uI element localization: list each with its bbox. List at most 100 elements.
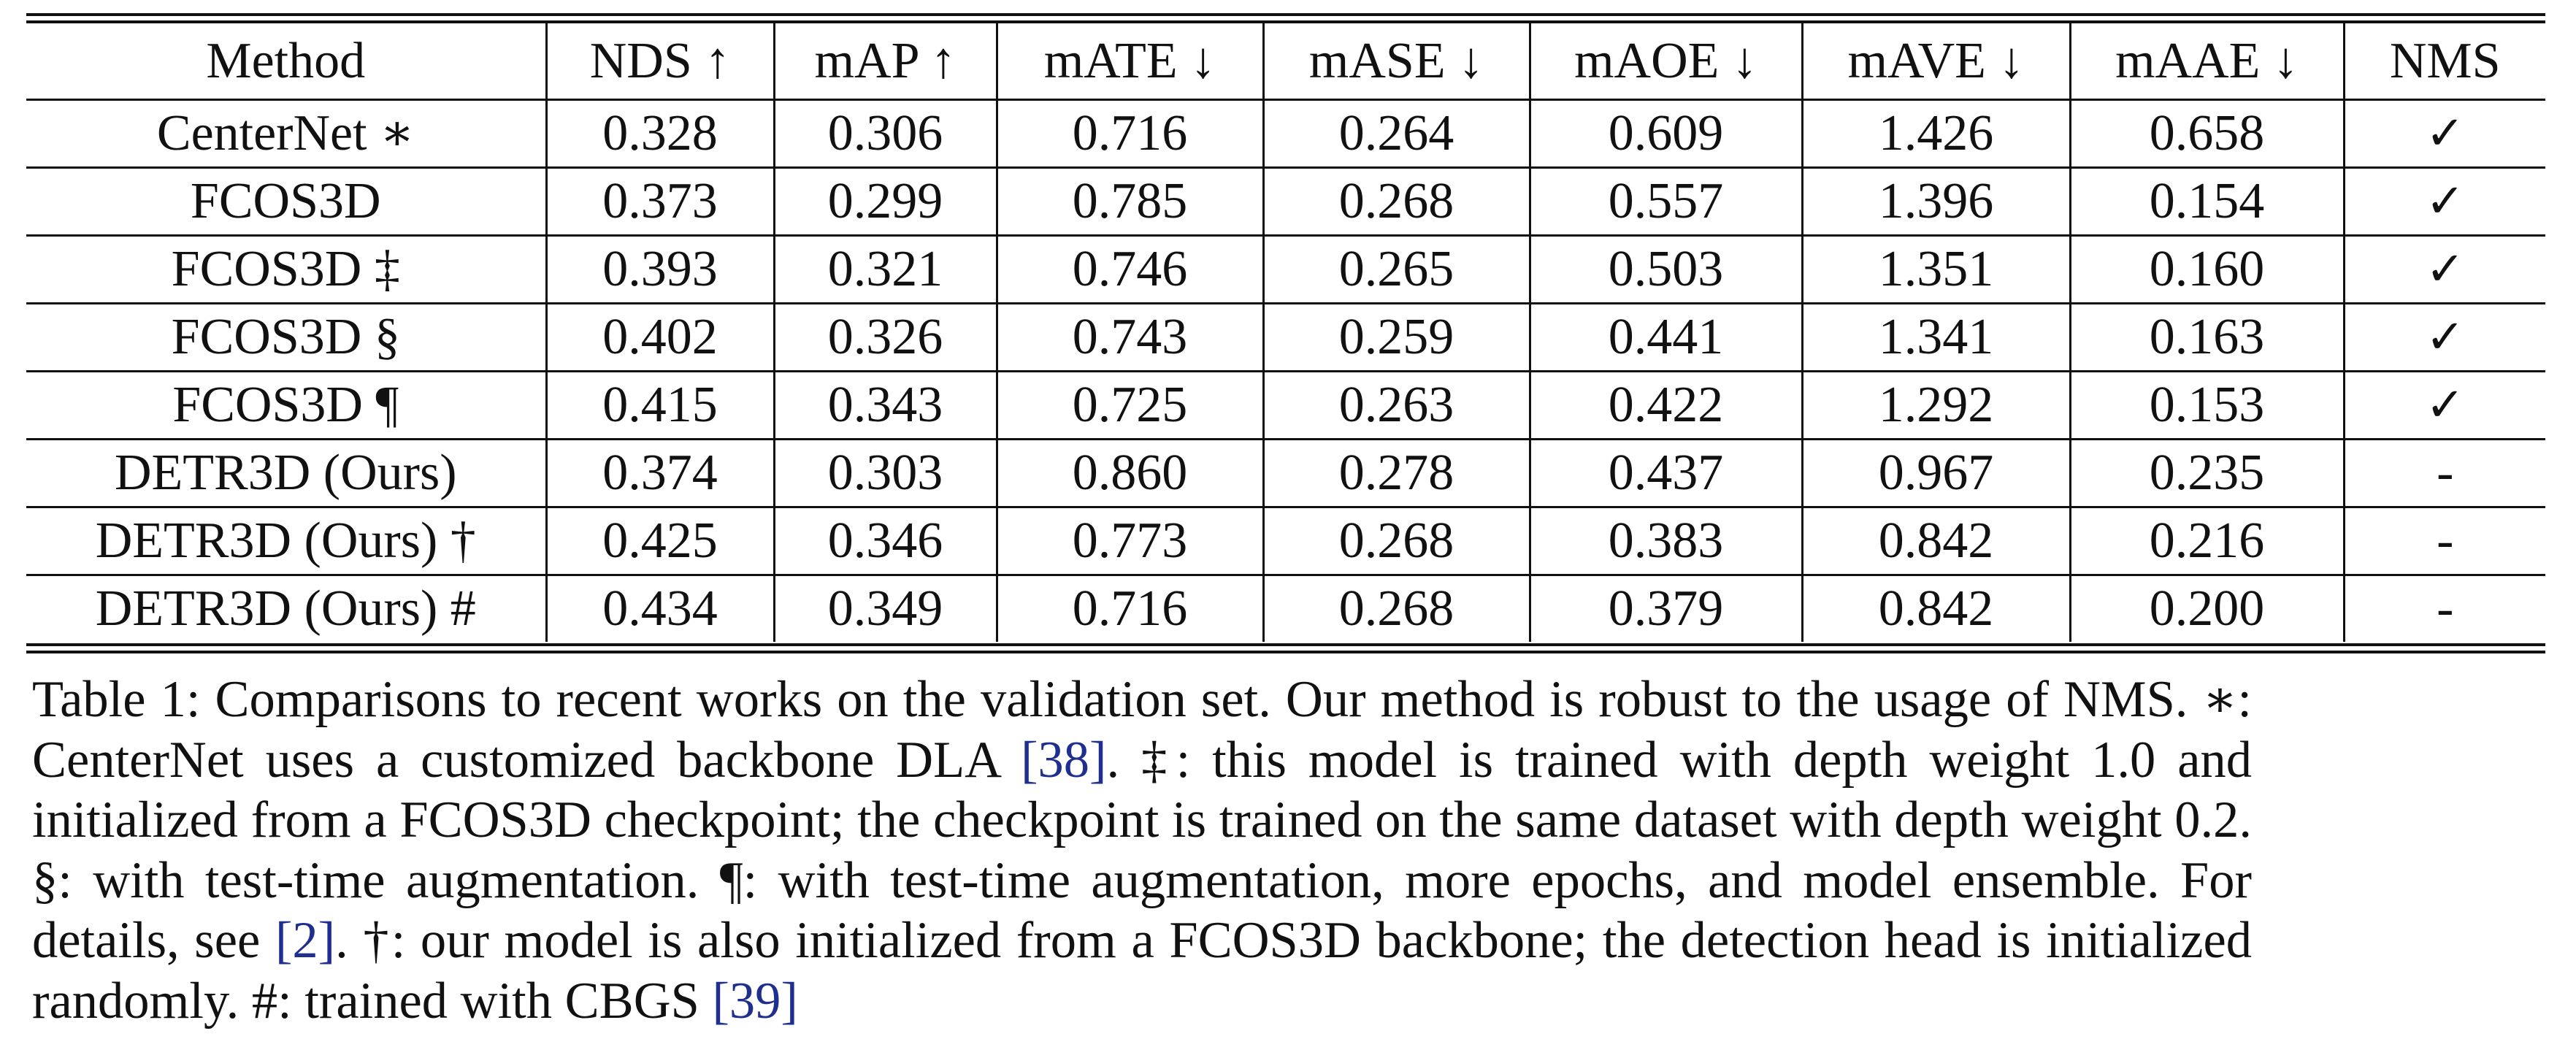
metric-cell: 0.773	[995, 507, 1263, 575]
metric-cell: 0.437	[1528, 439, 1802, 507]
metric-cell: 0.434	[545, 575, 774, 642]
metric-cell: 0.154	[2069, 167, 2344, 236]
metric-cell: 0.383	[1528, 507, 1802, 575]
metric-cell: 0.842	[1801, 575, 2070, 642]
metric-cell: 0.716	[995, 99, 1263, 168]
nms-cell: ✓	[2342, 371, 2545, 440]
caption-text-2: . ‡: this model is trained with depth we…	[32, 731, 2252, 970]
table-row: FCOS3D ¶ 0.415 0.343 0.725 0.263 0.422 1.292 0.…	[26, 371, 2545, 440]
table-caption: Table 1: Comparisons to recent works on …	[32, 670, 2252, 1031]
metric-cell: 0.393	[545, 235, 774, 304]
metric-cell: 0.299	[773, 167, 997, 236]
table-body: CenterNet ∗ 0.328 0.306 0.716 0.264 0.609 1.42…	[26, 99, 2545, 642]
metric-cell: 0.268	[1262, 507, 1530, 575]
metric-cell: 0.785	[995, 167, 1263, 236]
metric-cell: 0.326	[773, 303, 997, 372]
nms-cell: -	[2342, 439, 2545, 507]
nms-cell: ✓	[2342, 303, 2545, 372]
column-header: mAVE ↓	[1801, 20, 2070, 100]
column-header: NMS	[2342, 20, 2545, 100]
table-row: DETR3D (Ours) # 0.434 0.349 0.716 0.268 0.379…	[26, 575, 2545, 642]
metric-cell: 0.379	[1528, 575, 1802, 642]
metric-cell: 0.153	[2069, 371, 2344, 440]
metric-cell: 0.349	[773, 575, 997, 642]
metric-cell: 0.163	[2069, 303, 2344, 372]
method-cell: FCOS3D	[190, 173, 381, 229]
metric-cell: 0.842	[1801, 507, 2070, 575]
metric-cell: 1.341	[1801, 303, 2070, 372]
metric-cell: 0.557	[1528, 167, 1802, 236]
metric-cell: 0.967	[1801, 439, 2070, 507]
metric-cell: 0.343	[773, 371, 997, 440]
table-top-rule	[26, 13, 2545, 16]
metric-cell: 0.200	[2069, 575, 2344, 642]
column-header: mASE ↓	[1262, 20, 1530, 100]
citation-link-2[interactable]: [2]	[275, 912, 336, 969]
table-row: CenterNet ∗ 0.328 0.306 0.716 0.264 0.609 1.42…	[26, 99, 2545, 168]
method-cell: DETR3D (Ours) †	[95, 513, 476, 569]
table-row: DETR3D (Ours) † 0.425 0.346 0.773 0.268 0.383…	[26, 507, 2545, 575]
metric-cell: 1.396	[1801, 167, 2070, 236]
table-header-row: Method NDS ↑ mAP ↑ mATE ↓ mASE ↓ mAOE ↓ mAVE ↓…	[26, 20, 2545, 100]
metric-cell: 0.268	[1262, 167, 1530, 236]
metric-cell: 0.278	[1262, 439, 1530, 507]
metric-cell: 0.743	[995, 303, 1263, 372]
metric-cell: 0.746	[995, 235, 1263, 304]
method-cell: CenterNet ∗	[156, 105, 415, 161]
citation-link-39[interactable]: [39]	[712, 972, 798, 1030]
column-header: mATE ↓	[995, 20, 1263, 100]
metric-cell: 0.265	[1262, 235, 1530, 304]
results-table: Method NDS ↑ mAP ↑ mATE ↓ mASE ↓ mAOE ↓ mAVE ↓…	[26, 20, 2545, 642]
metric-cell: 0.264	[1262, 99, 1530, 168]
metric-cell: 0.374	[545, 439, 774, 507]
caption-text-3: . †: our model is also initialized from …	[32, 912, 2252, 1030]
column-header: mAOE ↓	[1528, 20, 1802, 100]
metric-cell: 0.268	[1262, 575, 1530, 642]
nms-cell: ✓	[2342, 99, 2545, 168]
metric-cell: 0.716	[995, 575, 1263, 642]
metric-cell: 0.303	[773, 439, 997, 507]
metric-cell: 0.306	[773, 99, 997, 168]
metric-cell: 0.415	[545, 371, 774, 440]
results-table-container: Method NDS ↑ mAP ↑ mATE ↓ mASE ↓ mAOE ↓ mAVE ↓…	[26, 13, 2545, 653]
nms-cell: ✓	[2342, 235, 2545, 304]
metric-cell: 0.263	[1262, 371, 1530, 440]
metric-cell: 0.503	[1528, 235, 1802, 304]
citation-link-38[interactable]: [38]	[1021, 731, 1107, 789]
table-row: FCOS3D 0.373 0.299 0.785 0.268 0.557 1.396 0.15…	[26, 167, 2545, 236]
metric-cell: 0.609	[1528, 99, 1802, 168]
method-cell: FCOS3D §	[171, 309, 400, 365]
metric-cell: 0.425	[545, 507, 774, 575]
nms-cell: ✓	[2342, 167, 2545, 236]
caption-text-1: Table 1: Comparisons to recent works on …	[32, 671, 2252, 789]
metric-cell: 0.658	[2069, 99, 2344, 168]
metric-cell: 0.321	[773, 235, 997, 304]
column-header: mAAE ↓	[2069, 20, 2344, 100]
table-bottom-rule-double	[26, 651, 2545, 653]
metric-cell: 0.402	[545, 303, 774, 372]
metric-cell: 0.160	[2069, 235, 2344, 304]
metric-cell: 0.373	[545, 167, 774, 236]
table-row: FCOS3D ‡ 0.393 0.321 0.746 0.265 0.503 1.351 0.…	[26, 235, 2545, 304]
nms-cell: -	[2342, 575, 2545, 642]
metric-cell: 1.292	[1801, 371, 2070, 440]
method-cell: FCOS3D ¶	[172, 377, 399, 433]
metric-cell: 0.346	[773, 507, 997, 575]
method-cell: FCOS3D ‡	[171, 241, 400, 297]
column-header: NDS ↑	[545, 20, 774, 100]
method-cell: DETR3D (Ours) #	[95, 580, 476, 637]
metric-cell: 0.441	[1528, 303, 1802, 372]
metric-cell: 0.328	[545, 99, 774, 168]
metric-cell: 0.216	[2069, 507, 2344, 575]
table-bottom-rule	[26, 643, 2545, 646]
metric-cell: 1.351	[1801, 235, 2070, 304]
column-header: mAP ↑	[773, 20, 997, 100]
metric-cell: 0.235	[2069, 439, 2344, 507]
metric-cell: 0.725	[995, 371, 1263, 440]
metric-cell: 1.426	[1801, 99, 2070, 168]
column-header: Method	[26, 20, 546, 100]
method-cell: DETR3D (Ours)	[114, 445, 457, 501]
table-row: DETR3D (Ours) 0.374 0.303 0.860 0.278 0.437 0.…	[26, 439, 2545, 507]
metric-cell: 0.860	[995, 439, 1263, 507]
nms-cell: -	[2342, 507, 2545, 575]
